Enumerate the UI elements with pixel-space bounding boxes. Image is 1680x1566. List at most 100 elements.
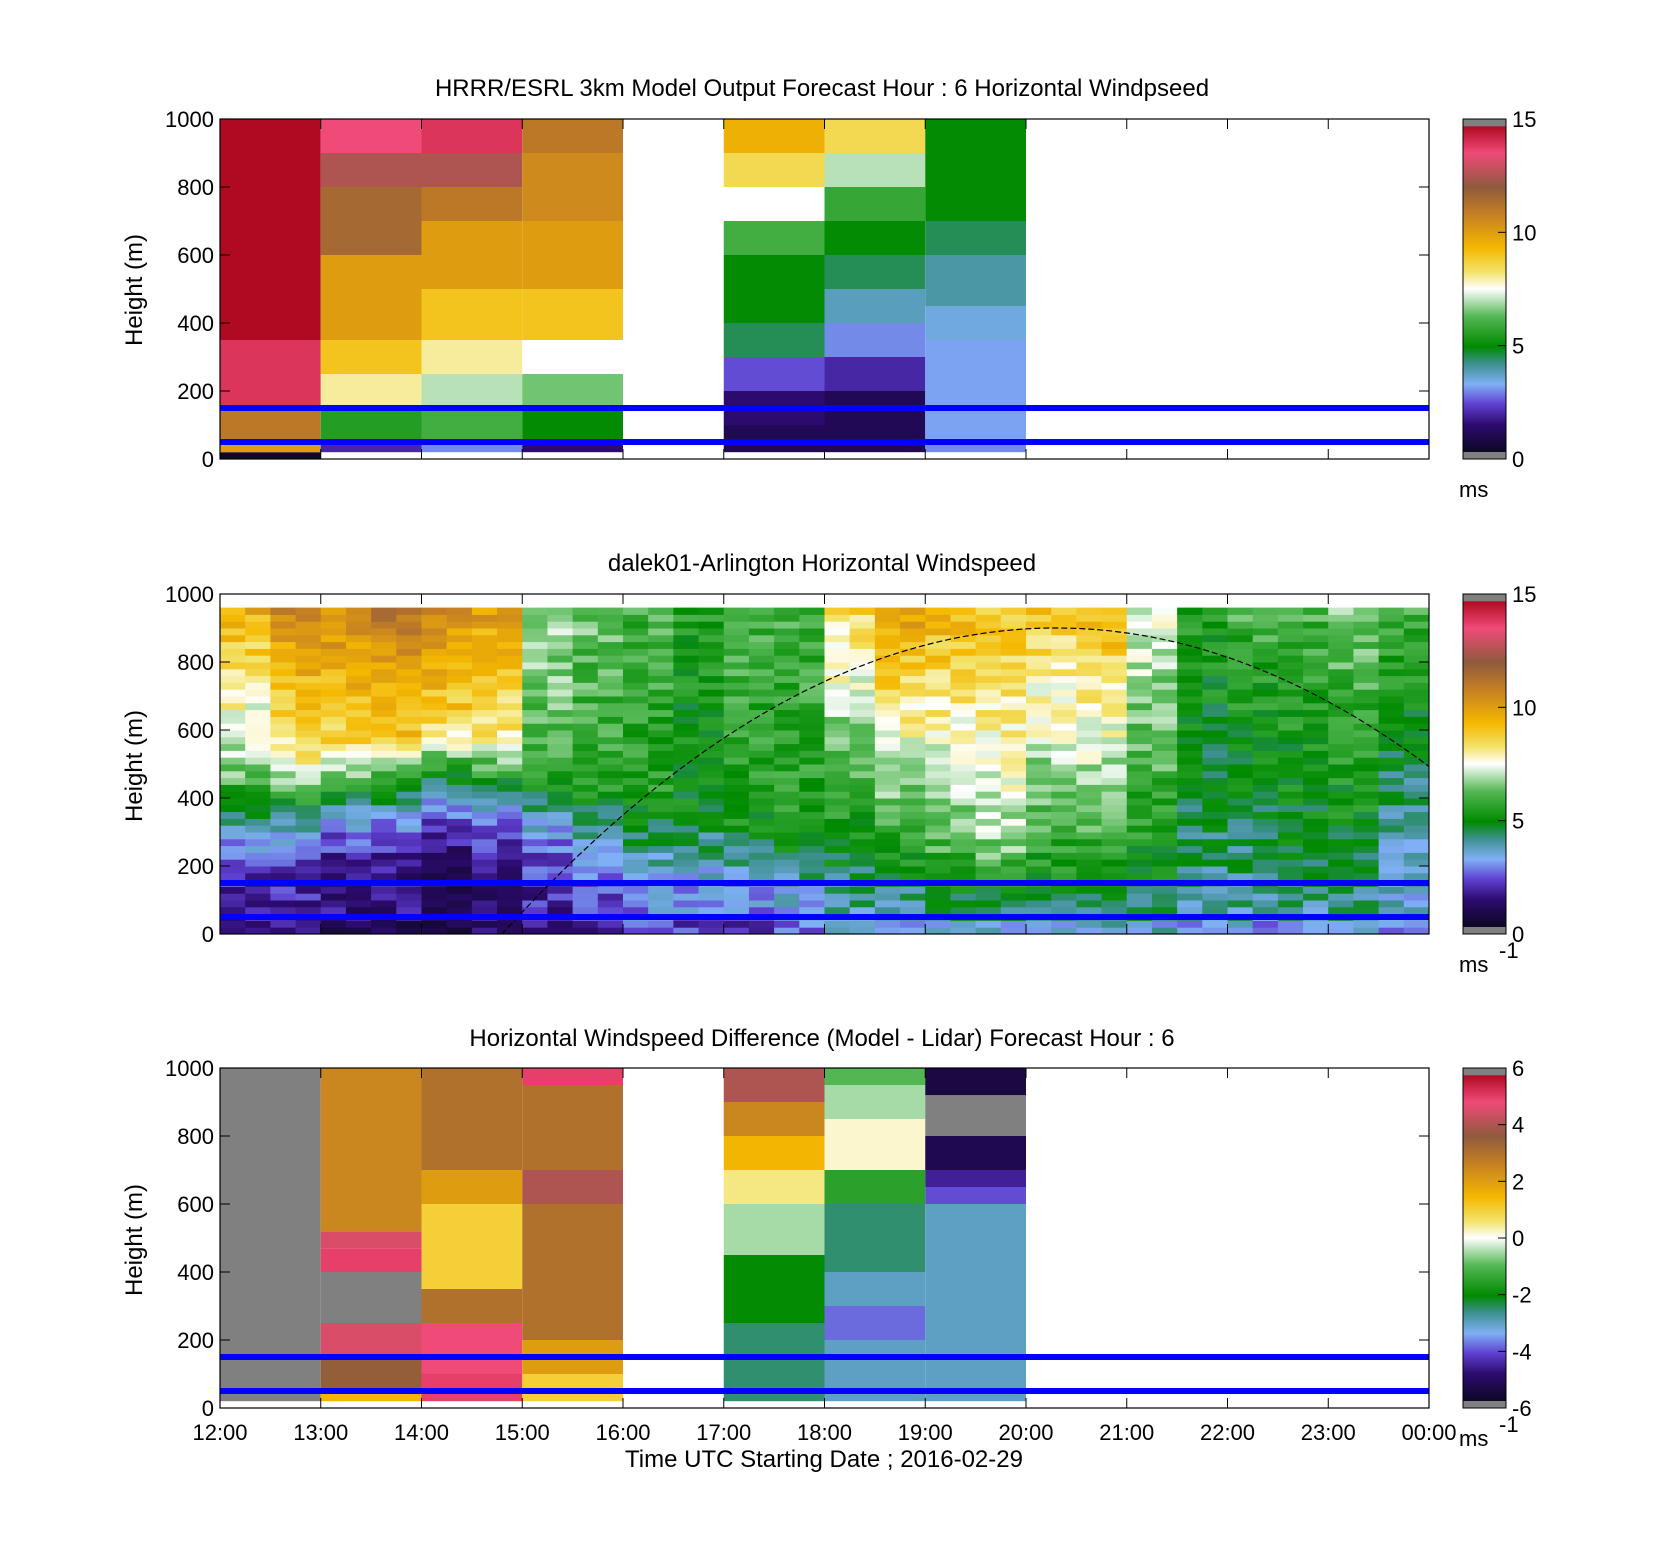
heatmap-cell [295, 764, 322, 772]
heatmap-cell [1277, 723, 1304, 731]
heatmap-cell [799, 621, 825, 629]
heatmap-cell [673, 716, 700, 724]
heatmap-cell [572, 886, 599, 894]
heatmap-cell [824, 798, 851, 806]
heatmap-cell [723, 153, 825, 187]
heatmap-cell [849, 668, 876, 677]
heatmap-cell [950, 743, 977, 751]
heatmap-cell [446, 818, 473, 826]
heatmap-cell [421, 634, 448, 643]
heatmap-cell [295, 607, 322, 615]
heatmap-cell [522, 621, 548, 629]
heatmap-cell [1026, 648, 1052, 656]
heatmap-cell [849, 838, 876, 847]
heatmap-cell [1202, 866, 1228, 874]
heatmap-cell [220, 798, 246, 806]
heatmap-cell [396, 852, 422, 860]
heatmap-cell [900, 845, 926, 853]
heatmap-cell [396, 621, 422, 629]
heatmap-cell [799, 872, 825, 881]
heatmap-cell [1000, 689, 1027, 697]
heatmap-cell [1126, 927, 1153, 935]
heatmap-cell [245, 838, 271, 847]
heatmap-cell [900, 655, 926, 663]
heatmap-cell [774, 893, 800, 901]
heatmap-cell [471, 777, 498, 785]
heatmap-cell [220, 682, 246, 690]
heatmap-cell [497, 614, 523, 622]
heatmap-cell [975, 621, 1002, 629]
heatmap-cell [270, 736, 297, 745]
heatmap-cell [1328, 872, 1354, 881]
heatmap-cell [1277, 866, 1304, 874]
heatmap-cell [572, 614, 599, 622]
heatmap-cell [1227, 804, 1254, 813]
heatmap-cell [1026, 798, 1052, 806]
heatmap-cell [1202, 614, 1228, 622]
heatmap-cell [1101, 730, 1128, 738]
heatmap-cell [723, 648, 750, 656]
heatmap-cell [421, 798, 448, 806]
heatmap-cell [900, 872, 926, 881]
heatmap-cell [522, 655, 548, 663]
heatmap-cell [572, 777, 599, 785]
heatmap-cell [849, 859, 876, 867]
heatmap-cell [421, 153, 523, 187]
heatmap-cell [572, 736, 599, 745]
heatmap-cell [1403, 764, 1430, 772]
heatmap-cell [1353, 927, 1380, 935]
heatmap-cell [1101, 709, 1128, 717]
heatmap-cell [1076, 702, 1103, 711]
heatmap-cell [1101, 743, 1128, 751]
heatmap-cell [1303, 838, 1329, 847]
heatmap-cell [270, 770, 297, 779]
heatmap-cell [623, 702, 649, 711]
heatmap-cell [522, 757, 548, 765]
heatmap-cell [1252, 784, 1279, 792]
heatmap-cell [522, 791, 548, 799]
heatmap-cell [1227, 634, 1254, 643]
heatmap-cell [1076, 886, 1103, 894]
heatmap-cell [1202, 927, 1228, 935]
heatmap-cell [799, 791, 825, 799]
heatmap-cell [824, 357, 926, 391]
heatmap-cell [345, 784, 372, 792]
heatmap-cell [1277, 838, 1304, 847]
heatmap-cell [849, 852, 876, 860]
heatmap-cell [1277, 832, 1304, 840]
heatmap-cell [1076, 866, 1103, 874]
heatmap-cell [1051, 634, 1077, 643]
heatmap-cell [623, 818, 649, 826]
heatmap-cell [849, 832, 876, 840]
heatmap-cell [270, 832, 297, 840]
heatmap-cell [371, 621, 397, 629]
heatmap-cell [245, 668, 271, 677]
heatmap-cell [1277, 675, 1304, 683]
heatmap-cell [824, 682, 851, 690]
heatmap-cell [345, 818, 372, 826]
heatmap-cell [748, 702, 775, 711]
heatmap-cell [1051, 641, 1077, 649]
heatmap-cell [1000, 634, 1027, 643]
heatmap-cell [1202, 777, 1228, 785]
heatmap-cell [1051, 770, 1077, 779]
heatmap-cell [245, 709, 271, 717]
heatmap-cell [421, 628, 448, 636]
heatmap-cell [874, 845, 901, 853]
heatmap-cell [1303, 906, 1329, 915]
heatmap-cell [698, 791, 725, 799]
heatmap-cell [1076, 784, 1103, 792]
heatmap-cell [1403, 757, 1430, 765]
heatmap-cell [874, 886, 901, 894]
heatmap-cell [320, 804, 347, 813]
heatmap-cell [471, 743, 498, 751]
heatmap-cell [1126, 716, 1153, 724]
heatmap-cell [1303, 859, 1329, 867]
heatmap-cell [824, 628, 851, 636]
heatmap-cell [774, 750, 800, 758]
heatmap-cell [1403, 743, 1430, 751]
heatmap-cell [748, 662, 775, 670]
heatmap-cell [925, 607, 951, 615]
heatmap-cell [597, 900, 624, 908]
heatmap-cell [1378, 859, 1405, 867]
